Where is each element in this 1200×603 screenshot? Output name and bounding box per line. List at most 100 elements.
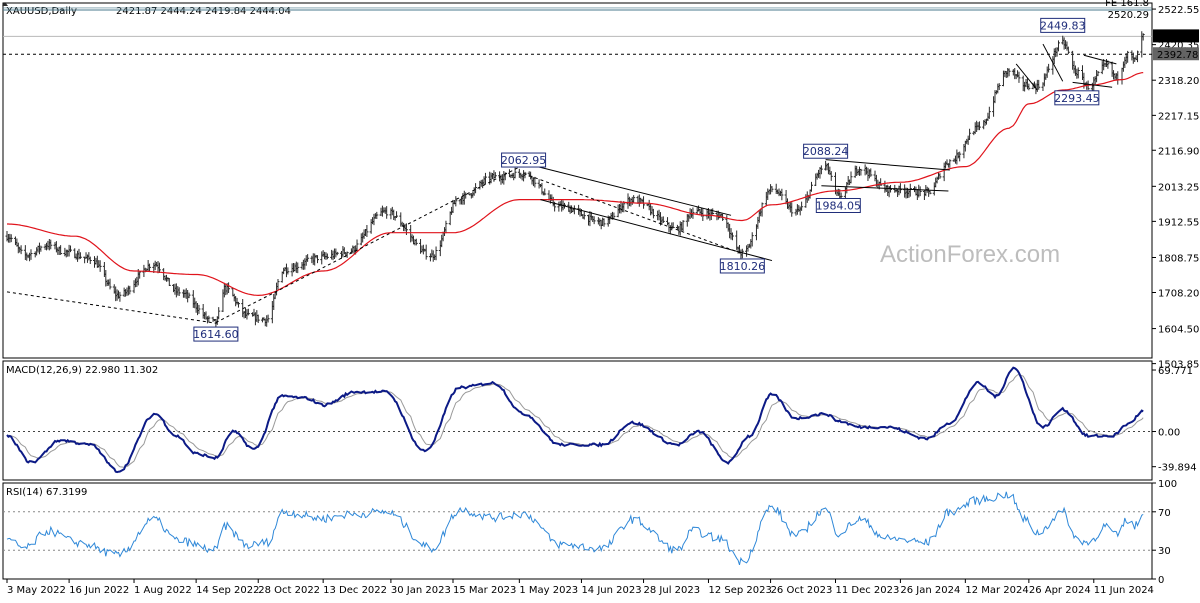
ema-line [7, 72, 1144, 297]
ohlc-bar [770, 186, 774, 193]
ohlc-bar [266, 314, 270, 323]
ohlc-bar [227, 282, 231, 294]
ohlc-bar [780, 188, 784, 201]
price-ytick-tick-label: 1604.50 [1158, 325, 1199, 336]
ohlc-bar [1017, 71, 1021, 83]
ohlc-bar [997, 83, 1001, 91]
ohlc-bar [681, 220, 685, 231]
x-tick-label: 16 Jun 2022 [69, 585, 129, 596]
ohlc-bar [869, 168, 873, 177]
x-tick-label: 14 Sep 2022 [196, 585, 259, 596]
trendline [6, 291, 216, 324]
ohlc-bar [958, 151, 962, 162]
ohlc-bar [365, 225, 369, 237]
ohlc-bar [582, 211, 586, 220]
trendline [825, 159, 950, 171]
ohlc-bar [345, 251, 349, 258]
x-tick-label: 28 Oct 2022 [258, 585, 320, 596]
price-label-text: 1810.26 [720, 260, 766, 273]
price-label-text: 1614.60 [193, 328, 239, 341]
ohlc-bar [88, 256, 92, 264]
macd-panel-frame [2, 360, 1153, 481]
ohlc-bar [98, 260, 102, 272]
ohlc-bar [819, 165, 823, 175]
fe-161-8-label: FE 161.8 [1105, 0, 1149, 9]
ohlc-bar [651, 208, 655, 219]
ohlc-bar [29, 249, 33, 260]
price-bars [5, 31, 1145, 328]
ohlc-bar [1141, 33, 1145, 41]
ohlc-bar [108, 278, 112, 290]
ohlc-bar [276, 279, 280, 290]
ohlc-bar [750, 232, 754, 247]
ohlc-bar [49, 239, 53, 250]
ohlc-bar [69, 245, 73, 253]
ohlc-bar [325, 253, 329, 260]
trendline [540, 199, 773, 262]
ohlc-bar [306, 254, 310, 262]
watermark: ActionForex.com [880, 241, 1060, 268]
ohlc-bar [118, 291, 122, 302]
ohlc-bar [19, 245, 23, 255]
ohlc-bar [335, 251, 339, 256]
ohlc-bar [385, 206, 389, 219]
price-ytick-tick-label: 2116.90 [1158, 146, 1199, 157]
x-tick-label: 12 Sep 2023 [708, 585, 771, 596]
ohlc-bar [928, 190, 932, 195]
price-label-box [1054, 90, 1100, 106]
ohlc-bar [809, 181, 813, 192]
ohlc-bar [1096, 71, 1100, 77]
price-label-text: 2088.24 [803, 145, 849, 158]
trendline [821, 185, 949, 192]
ohlc-bar [632, 195, 636, 203]
ohlc-bar [138, 271, 142, 279]
ohlc-bar [483, 172, 487, 185]
ohlc-bar [671, 222, 675, 229]
ohlc-bar [533, 176, 537, 188]
price-ytick-tick-label: 2217.15 [1158, 111, 1199, 122]
rsi-ytick-tick-label: 100 [1158, 479, 1177, 490]
ohlc-bar [395, 211, 399, 219]
ohlc-bar [898, 183, 902, 194]
ohlc-bar [177, 287, 181, 297]
ohlc-bar [740, 248, 744, 259]
ohlc-bar [948, 159, 952, 168]
ohlc-bar [128, 285, 132, 295]
price-label-box [193, 326, 239, 342]
price-ytick-tick-label: 1912.55 [1158, 217, 1199, 228]
price-label-box [815, 197, 861, 213]
ohlc-bar [1126, 50, 1130, 63]
price-label-text: 2062.95 [501, 154, 547, 167]
price-ytick-tick-label: 1708.20 [1158, 288, 1199, 299]
ohlc-bar [434, 246, 438, 261]
ohlc-bar [296, 262, 300, 274]
ohlc-bar [711, 208, 715, 215]
trendline [523, 162, 732, 216]
ohlc-bar [1056, 40, 1060, 52]
macd-title: MACD(12,26,9) 22.980 11.302 [6, 365, 158, 376]
ohlc-bar [236, 301, 240, 308]
ohlc-bar [464, 192, 468, 199]
ohlc-bar [977, 121, 981, 131]
ohlc-bar [523, 171, 527, 179]
x-tick-label: 15 Mar 2023 [453, 585, 516, 596]
second-price-text: 2392.78 [1157, 50, 1198, 61]
price-panel-title: XAUUSD,Daily 2421.87 2444.24 2419.84 2444… [2, 2, 291, 17]
ohlc-bar [375, 211, 379, 219]
ohlc-bar [414, 238, 418, 246]
x-tick-label: 3 May 2022 [7, 585, 66, 596]
ohlc-bar [849, 171, 853, 184]
ohlc-bar [543, 188, 547, 196]
x-tick-label: 14 Jun 2023 [581, 585, 641, 596]
x-tick-label: 1 May 2023 [519, 585, 578, 596]
trendline [523, 173, 743, 255]
ohlc-bar [661, 216, 665, 223]
ohlc-bar [256, 314, 260, 324]
ohlc-bar [1066, 46, 1070, 55]
rsi-line [6, 491, 1144, 566]
trendline [215, 164, 524, 323]
x-tick-label: 26 Oct 2023 [771, 585, 833, 596]
ohlc-bar [474, 183, 478, 194]
